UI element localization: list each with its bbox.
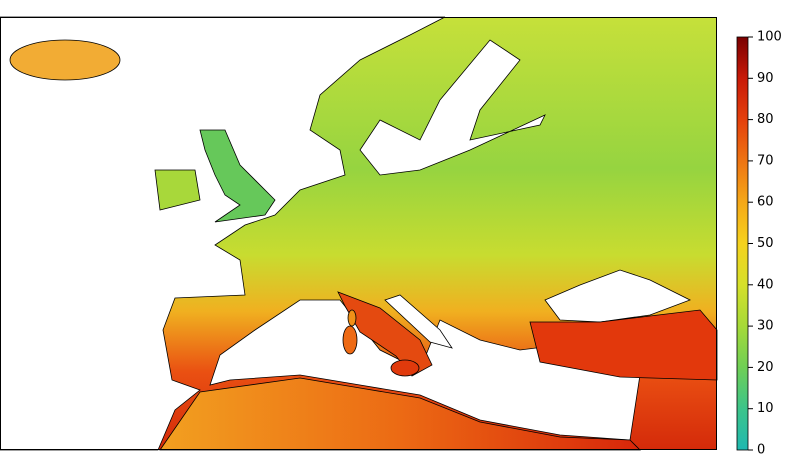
adriatic-sea [384, 294, 453, 349]
map-frame [0, 17, 717, 450]
black-sea [544, 269, 691, 323]
colorbar-tick-label: 30 [757, 319, 774, 334]
colorbar-tick-label: 70 [757, 153, 774, 168]
map [0, 16, 718, 451]
colorbar-tick-label: 10 [757, 401, 774, 416]
colorbar-tick-label: 50 [757, 236, 774, 251]
colorbar-tick-label: 60 [757, 195, 774, 210]
atlantic [0, 16, 446, 451]
colorbar-tick-label: 90 [757, 71, 774, 86]
north-africa [159, 377, 641, 451]
corsica [347, 309, 357, 327]
ireland [154, 169, 201, 211]
great-britain [199, 129, 276, 223]
iceland [9, 39, 121, 81]
colorbar-gradient [736, 36, 749, 451]
colorbar-tick-label: 40 [757, 277, 774, 292]
baltic-sea [359, 39, 546, 176]
colorbar-tick-label: 20 [757, 360, 774, 375]
colorbar-tick-label: 80 [757, 112, 774, 127]
colorbar-tick-label: 0 [757, 443, 765, 458]
colorbar: 0 10 20 30 40 50 60 70 80 90 100 [736, 30, 782, 458]
sardinia [342, 325, 358, 355]
sicily [390, 359, 420, 377]
colorbar-tick-label: 100 [757, 30, 782, 45]
